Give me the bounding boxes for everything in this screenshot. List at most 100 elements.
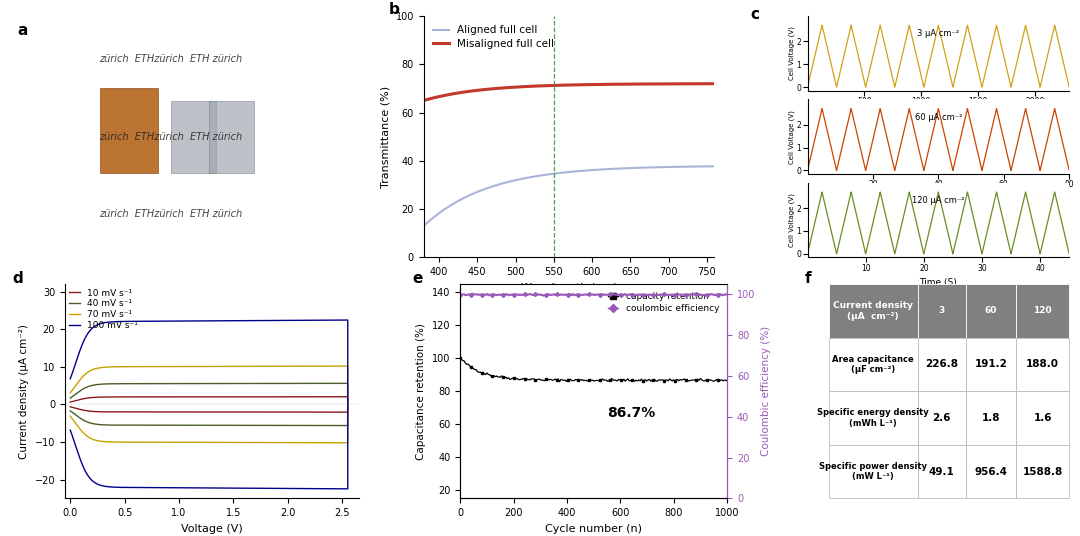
10 mV s⁻¹	[341, 409, 354, 415]
Aligned full cell	[532, 173, 545, 179]
Line: 70 mV s⁻¹: 70 mV s⁻¹	[70, 366, 348, 443]
40 mV s⁻¹	[64, 395, 77, 401]
Line: capacity retention: capacity retention	[459, 356, 729, 383]
Bar	[828, 284, 918, 338]
100 mV s⁻¹	[121, 318, 134, 325]
Text: 1.8: 1.8	[982, 413, 1000, 423]
Line: Misaligned full cell: Misaligned full cell	[423, 84, 715, 101]
Bar	[918, 445, 966, 498]
Text: a: a	[17, 24, 28, 38]
Bar	[918, 338, 966, 391]
10 mV s⁻¹	[64, 399, 77, 405]
70 mV s⁻¹	[341, 440, 354, 446]
Bar	[1016, 445, 1069, 498]
Text: c: c	[750, 7, 759, 22]
Text: 2.6: 2.6	[932, 413, 951, 423]
Text: 1588.8: 1588.8	[1023, 467, 1063, 477]
coulombic efficiency	[504, 292, 517, 298]
40 mV s⁻¹	[64, 408, 77, 414]
Text: 86.7%: 86.7%	[607, 406, 656, 420]
Bar	[171, 101, 216, 173]
Legend: 10 mV s⁻¹, 40 mV s⁻¹, 70 mV s⁻¹, 100 mV s⁻¹: 10 mV s⁻¹, 40 mV s⁻¹, 70 mV s⁻¹, 100 mV …	[69, 288, 138, 330]
Y-axis label: Cell Voltage (V): Cell Voltage (V)	[788, 193, 795, 247]
Y-axis label: Current density (μA cm⁻²): Current density (μA cm⁻²)	[19, 324, 29, 459]
Text: 49.1: 49.1	[929, 467, 955, 477]
100 mV s⁻¹	[341, 486, 354, 492]
Misaligned full cell	[627, 81, 640, 87]
100 mV s⁻¹	[237, 485, 249, 492]
10 mV s⁻¹	[309, 393, 322, 400]
Text: 226.8: 226.8	[926, 360, 958, 369]
Misaligned full cell	[417, 98, 430, 104]
Bar	[966, 445, 1016, 498]
capacity retention	[700, 377, 713, 383]
10 mV s⁻¹	[175, 409, 188, 415]
capacity retention	[708, 377, 721, 384]
Text: Specific energy density
(mWh L⁻¹): Specific energy density (mWh L⁻¹)	[818, 408, 929, 428]
Text: e: e	[413, 271, 422, 286]
70 mV s⁻¹	[309, 363, 322, 369]
Aligned full cell	[627, 165, 640, 171]
Text: Area capacitance
(μF cm⁻²): Area capacitance (μF cm⁻²)	[833, 355, 914, 374]
Y-axis label: Cell Voltage (V): Cell Voltage (V)	[788, 110, 795, 163]
Misaligned full cell	[512, 84, 525, 90]
X-axis label: Wavelength (nm): Wavelength (nm)	[521, 282, 618, 293]
Text: 60: 60	[985, 307, 997, 315]
capacity retention	[470, 367, 483, 373]
Legend: Aligned full cell, Misaligned full cell: Aligned full cell, Misaligned full cell	[429, 21, 558, 53]
Text: 120: 120	[1034, 307, 1052, 315]
Bar	[828, 391, 918, 445]
Bar	[918, 391, 966, 445]
10 mV s⁻¹	[185, 409, 198, 415]
Text: zürich  ETHzürich  ETH zürich: zürich ETHzürich ETH zürich	[99, 209, 242, 219]
coulombic efficiency	[471, 291, 484, 297]
100 mV s⁻¹	[341, 317, 354, 323]
Misaligned full cell	[532, 83, 545, 89]
40 mV s⁻¹	[175, 422, 188, 428]
Misaligned full cell	[708, 80, 721, 87]
10 mV s⁻¹	[341, 393, 354, 400]
coulombic efficiency	[465, 291, 478, 297]
Aligned full cell	[629, 165, 642, 171]
Aligned full cell	[600, 166, 613, 173]
X-axis label: Cycle number (n): Cycle number (n)	[545, 524, 643, 534]
40 mV s⁻¹	[185, 422, 198, 428]
Text: 191.2: 191.2	[974, 360, 1008, 369]
capacity retention	[525, 376, 538, 382]
Aligned full cell	[453, 197, 465, 204]
coulombic efficiency	[464, 292, 477, 298]
Misaligned full cell	[629, 81, 642, 87]
Bar	[966, 284, 1016, 338]
coulombic efficiency	[720, 291, 733, 297]
Y-axis label: Transmittance (%): Transmittance (%)	[380, 86, 390, 188]
40 mV s⁻¹	[121, 381, 134, 387]
100 mV s⁻¹	[288, 317, 301, 324]
40 mV s⁻¹	[288, 380, 301, 386]
Aligned full cell	[708, 163, 721, 169]
70 mV s⁻¹	[64, 413, 77, 419]
40 mV s⁻¹	[341, 422, 354, 429]
Bar	[966, 338, 1016, 391]
Bar	[966, 391, 1016, 445]
Misaligned full cell	[600, 81, 613, 87]
coulombic efficiency	[454, 292, 467, 298]
10 mV s⁻¹	[288, 393, 301, 400]
Text: 188.0: 188.0	[1026, 360, 1059, 369]
Bar	[828, 445, 918, 498]
coulombic efficiency	[710, 292, 723, 298]
Bar	[1016, 338, 1069, 391]
Bar	[1016, 391, 1069, 445]
coulombic efficiency	[526, 292, 539, 299]
40 mV s⁻¹	[309, 380, 322, 386]
capacity retention	[454, 355, 467, 361]
Text: Specific power density
(mW L⁻¹): Specific power density (mW L⁻¹)	[820, 462, 928, 481]
Aligned full cell	[512, 176, 525, 183]
Text: 120 μA cm⁻²: 120 μA cm⁻²	[913, 196, 964, 205]
X-axis label: Time (S): Time (S)	[919, 278, 957, 287]
Y-axis label: Capacitance retention (%): Capacitance retention (%)	[417, 323, 427, 460]
70 mV s⁻¹	[288, 363, 301, 369]
100 mV s⁻¹	[64, 427, 77, 433]
Text: f: f	[805, 271, 811, 286]
Misaligned full cell	[453, 90, 465, 96]
40 mV s⁻¹	[341, 380, 354, 386]
